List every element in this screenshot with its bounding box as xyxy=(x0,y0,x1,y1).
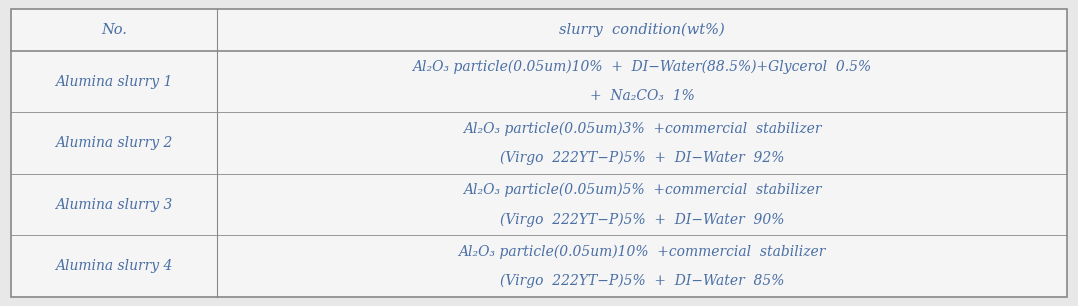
Text: Alumina slurry 1: Alumina slurry 1 xyxy=(55,75,172,89)
Text: Al₂O₃ particle(0.05um)10%  +  DI−Water(88.5%)+Glycerol  0.5%: Al₂O₃ particle(0.05um)10% + DI−Water(88.… xyxy=(413,60,872,74)
Text: Alumina slurry 4: Alumina slurry 4 xyxy=(55,259,172,273)
Text: (Virgo  222YT−P)5%  +  DI−Water  85%: (Virgo 222YT−P)5% + DI−Water 85% xyxy=(500,274,784,288)
Text: Al₂O₃ particle(0.05um)3%  +commercial  stabilizer: Al₂O₃ particle(0.05um)3% +commercial sta… xyxy=(462,121,821,136)
Text: Alumina slurry 2: Alumina slurry 2 xyxy=(55,136,172,150)
Text: Al₂O₃ particle(0.05um)5%  +commercial  stabilizer: Al₂O₃ particle(0.05um)5% +commercial sta… xyxy=(462,183,821,197)
Text: (Virgo  222YT−P)5%  +  DI−Water  90%: (Virgo 222YT−P)5% + DI−Water 90% xyxy=(500,212,784,226)
Text: Al₂O₃ particle(0.05um)10%  +commercial  stabilizer: Al₂O₃ particle(0.05um)10% +commercial st… xyxy=(458,244,826,259)
Text: slurry  condition(wt%): slurry condition(wt%) xyxy=(559,23,724,37)
Text: Alumina slurry 3: Alumina slurry 3 xyxy=(55,198,172,211)
Text: (Virgo  222YT−P)5%  +  DI−Water  92%: (Virgo 222YT−P)5% + DI−Water 92% xyxy=(500,151,784,165)
Text: +  Na₂CO₃  1%: + Na₂CO₃ 1% xyxy=(590,89,694,103)
Text: No.: No. xyxy=(101,23,127,37)
